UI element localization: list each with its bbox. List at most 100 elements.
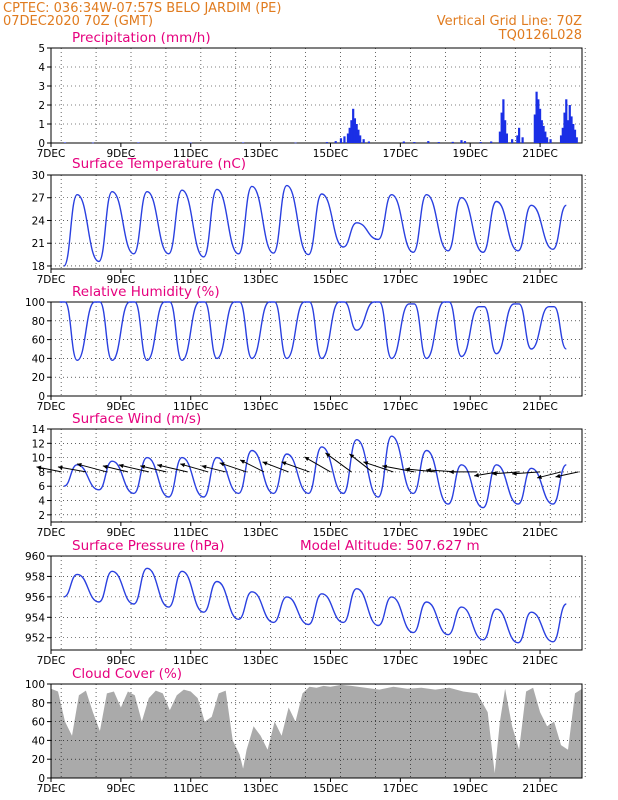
wind-arrow-head [157,463,163,469]
precip-bar [189,142,192,144]
rh-xtick-label: 21DEC [522,401,557,413]
wind-arrow [180,463,209,473]
precip-bar [568,105,571,143]
rh-line [59,301,567,362]
wind-arrow [262,461,289,473]
precip-xtick-label: 17DEC [383,148,418,160]
cloud-ytick-label: 40 [32,735,45,747]
cloud-ytick-label: 60 [32,717,45,729]
cloud-area [51,684,582,778]
precip-ytick-label: 1 [38,119,45,131]
wind-ytick-label: 14 [32,424,46,436]
wind-ytick-label: 2 [38,510,45,522]
rh-ytick-label: 20 [32,372,45,384]
precip-xtick-label: 19DEC [452,148,487,160]
temp-ytick-label: 24 [32,215,46,227]
temp-xtick-label: 9DEC [107,274,136,286]
pressure-title: Surface Pressure (hPa) [72,538,225,554]
wind-ytick-label: 8 [38,467,45,479]
wind-arrow [76,463,108,473]
precip-bar [294,142,297,144]
precip-ytick-label: 4 [38,62,45,74]
wind-arrow-head [140,464,146,470]
precip-bar [516,135,519,143]
cloud-ytick-label: 0 [38,773,45,785]
cloud-xtick-label: 15DEC [313,783,348,795]
wind-arrow [325,452,352,473]
wind-arrow-head [555,473,561,479]
header-grid-line: Vertical Grid Line: 70Z [437,14,582,29]
precip-bar [359,135,362,143]
rh-xtick-label: 11DEC [173,401,208,413]
rh-frame [50,301,583,397]
cloud-ytick-label: 100 [25,679,45,691]
pressure-ytick-label: 960 [25,551,45,563]
precip-ytick-label: 0 [38,138,45,150]
pressure-xtick-label: 9DEC [107,655,136,667]
wind-arrow-head [349,453,355,459]
wind-arrow [118,464,149,473]
wind-arrow-head [492,471,497,476]
precip-bar [570,116,573,143]
temp-ytick-label: 21 [32,238,45,250]
model-altitude: Model Altitude: 507.627 m [300,538,480,554]
precip-bar [479,142,482,143]
precip-xtick-label: 21DEC [522,148,557,160]
wind-arrow-head [537,474,542,479]
precip-bar [242,142,245,144]
precip-bar [504,120,507,143]
temp-panel: 18 21 24 27 30 7DEC 9DEC 11DEC 13DEC 15DEC 17DEC 19… [32,170,586,286]
precip-bar [545,137,549,143]
wind-arrow-head [449,469,454,475]
wind-ytick-label: 4 [38,496,45,508]
wind-arrow-head [363,461,369,466]
temp-xtick-label: 17DEC [383,274,418,286]
rh-ytick-label: 40 [32,353,45,365]
precip-bar [549,139,552,143]
precip-xtick-label: 11DEC [173,148,208,160]
wind-xtick-label: 17DEC [383,527,418,539]
temp-ytick-label: 30 [32,170,45,182]
rh-xtick-label: 19DEC [452,401,487,413]
precip-bar [353,118,357,143]
wind-panel: 2 4 6 8 10 12 14 7DEC 9DEC 11DEC 13DEC 15DEC 17DEC 19… [32,424,586,539]
precip-bar [437,142,440,143]
wind-xtick-label: 9DEC [107,527,136,539]
precip-bar [460,140,463,143]
wind-arrow-head [474,473,479,478]
wind-arrow [57,466,87,473]
temp-xtick-label: 21DEC [522,274,557,286]
precip-bar [502,99,505,143]
temp-xtick-label: 11DEC [173,274,208,286]
precip-bar [355,124,358,143]
pressure-ytick-label: 956 [25,592,45,604]
precip-bar [511,139,514,143]
precip-bar [561,127,564,143]
precip-bar [537,99,540,143]
pressure-xtick-label: 17DEC [383,655,418,667]
rh-xtick-label: 15DEC [313,401,348,413]
wind-arrow-head [304,456,310,462]
precip-bar [542,125,545,143]
header-model-code: TQ0126L028 [498,28,582,43]
precip-bar [563,112,566,143]
precip-bar [535,91,538,143]
wind-xtick-label: 19DEC [452,527,487,539]
rh-ytick-label: 60 [32,335,45,347]
wind-arrow-head [512,471,517,476]
precip-bar [463,141,467,143]
precip-bar [518,127,521,143]
precip-bar [575,137,578,143]
precip-bar [544,131,547,143]
precip-bar [137,142,140,144]
wind-arrow [492,471,520,475]
cloud-xtick-label: 21DEC [522,783,557,795]
precip-bar [451,141,454,143]
wind-arrow-head [102,464,108,470]
cloud-ytick-label: 20 [32,754,45,766]
precip-bar [572,124,575,143]
wind-arrow-head [281,461,287,466]
wind-ytick-label: 6 [38,481,45,493]
wind-arrow-head [219,462,225,467]
cloud-xtick-label: 9DEC [107,783,136,795]
